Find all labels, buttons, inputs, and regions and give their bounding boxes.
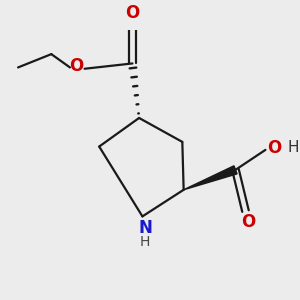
Polygon shape [184,166,237,190]
Text: O: O [69,57,83,75]
Text: O: O [267,139,281,157]
Text: H: H [288,140,299,155]
Text: N: N [138,219,152,237]
Text: H: H [140,235,150,249]
Text: O: O [125,4,140,22]
Text: O: O [241,213,255,231]
